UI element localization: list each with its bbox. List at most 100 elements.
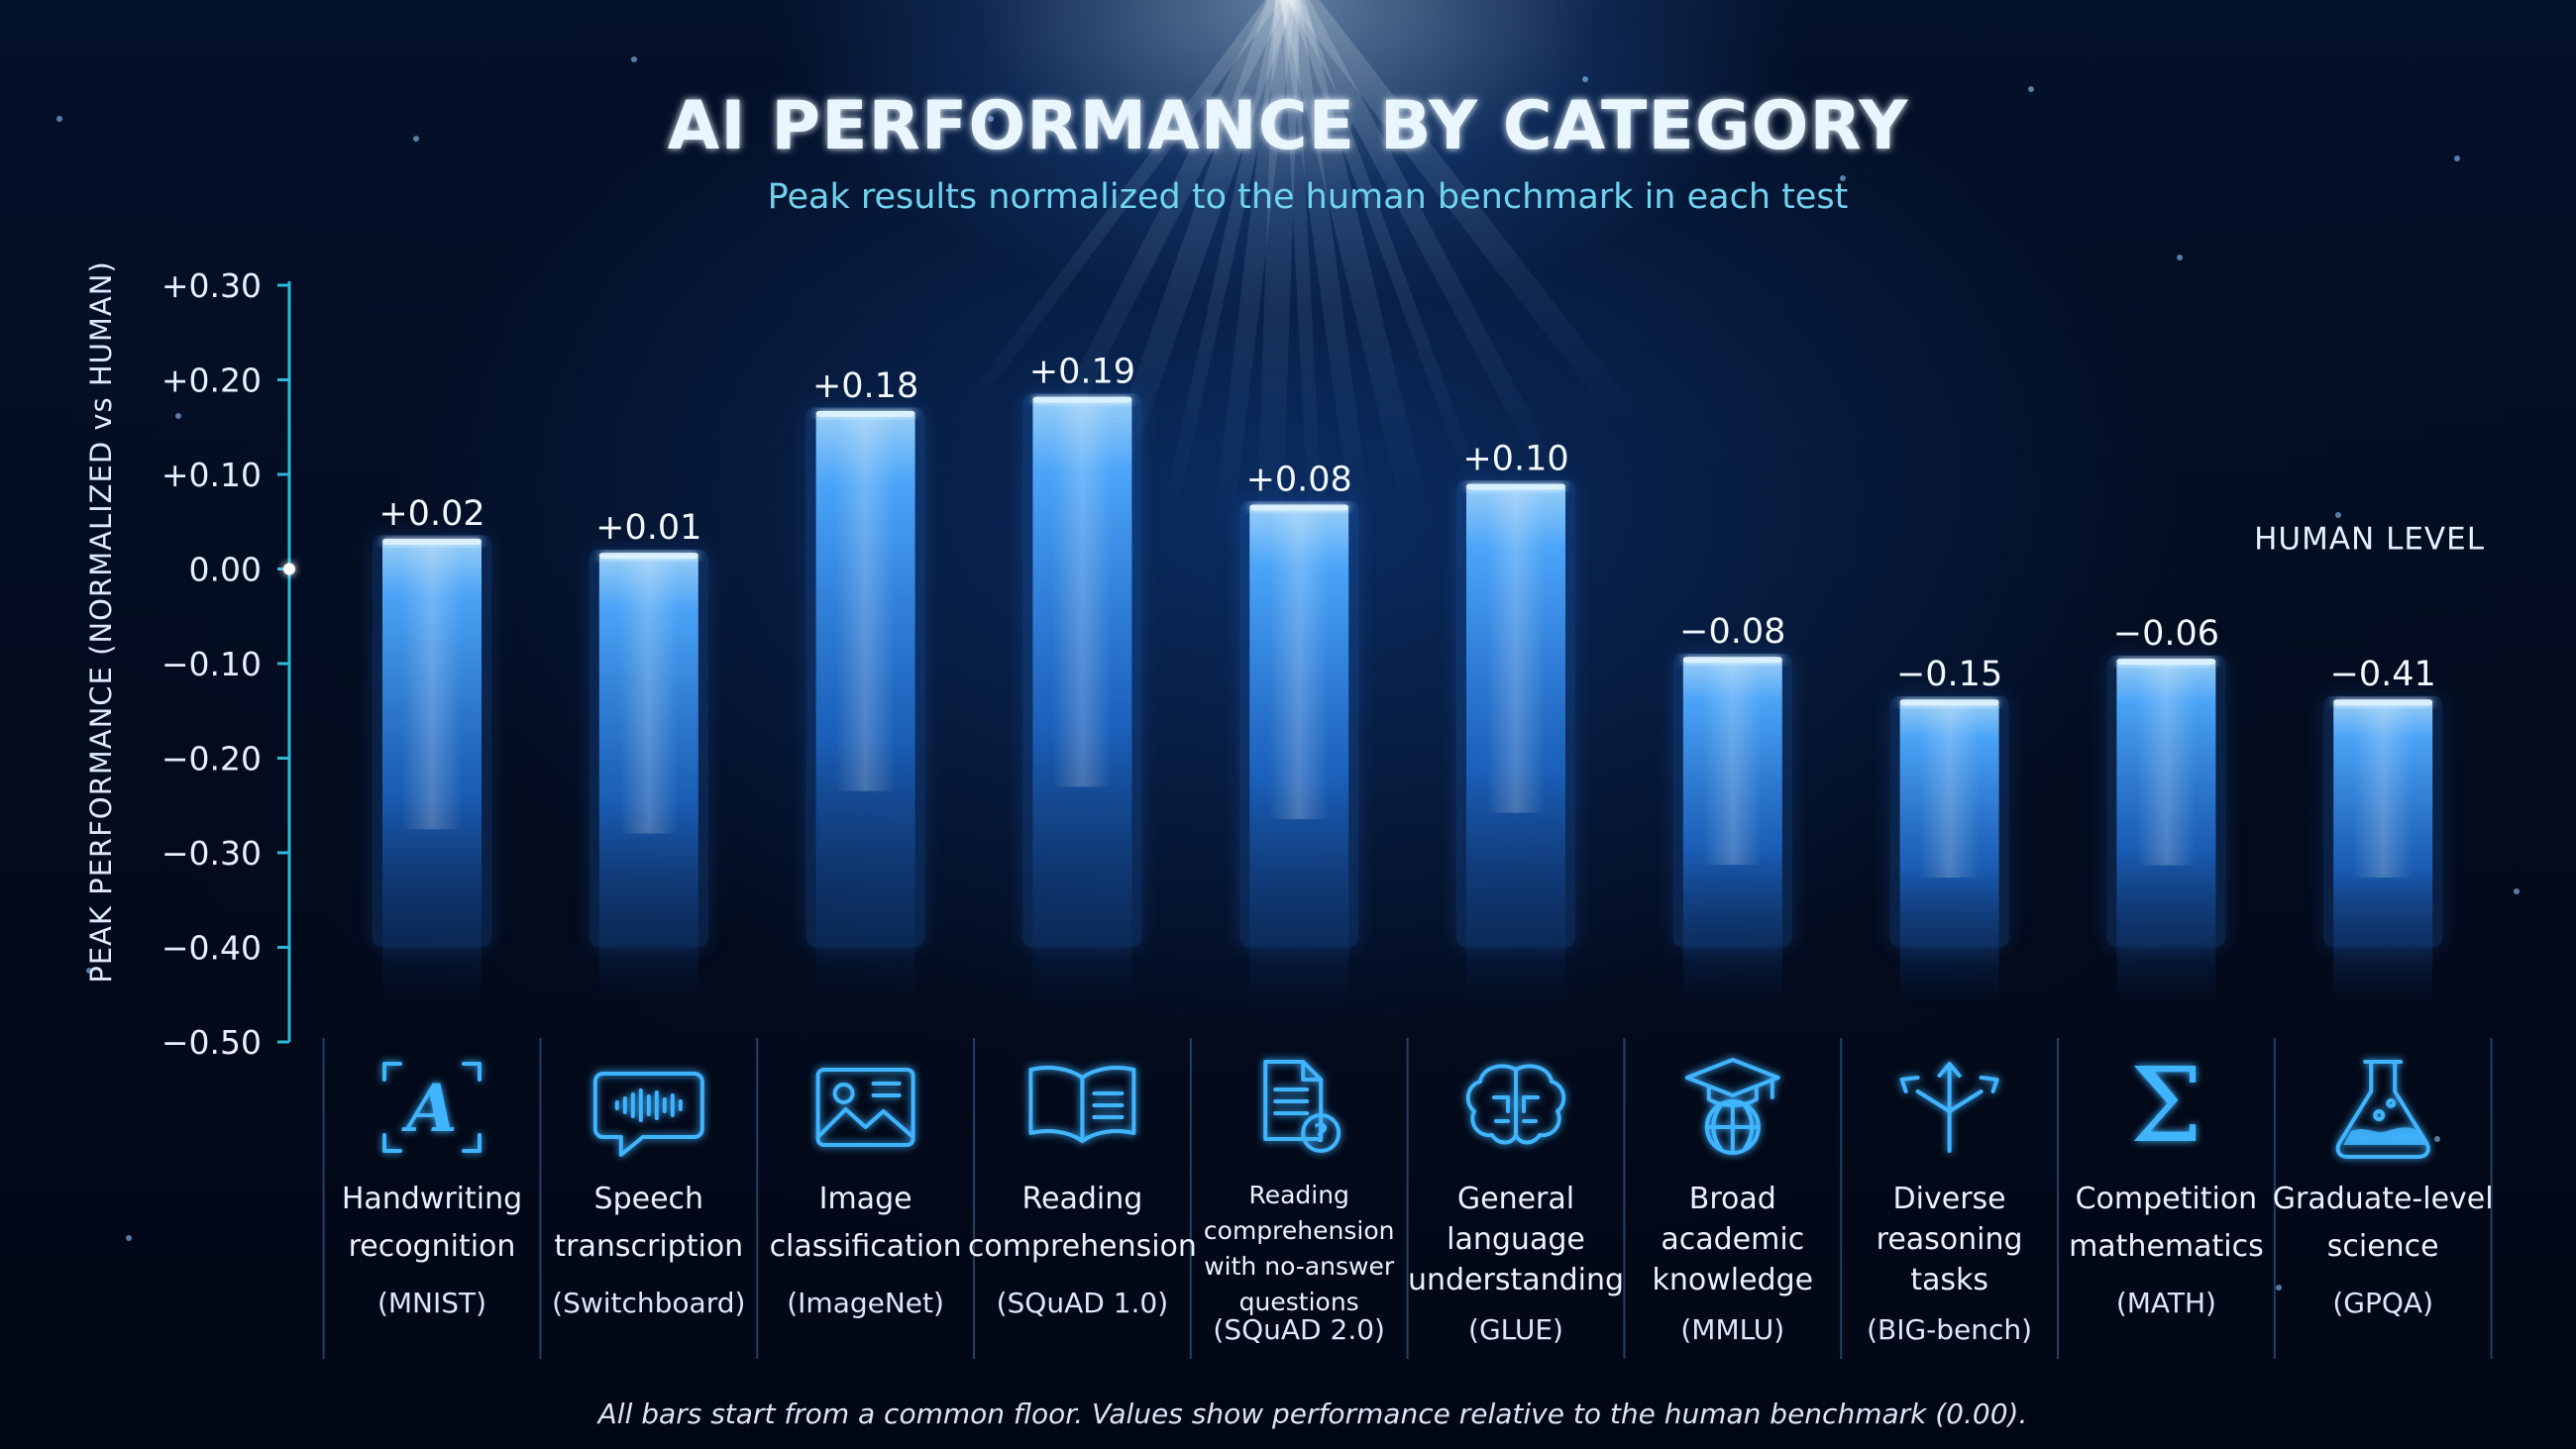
- category-label: recognition: [349, 1229, 516, 1264]
- light-ray: [1255, 0, 1301, 568]
- star-particle: [86, 968, 92, 974]
- bar-cap: [2333, 699, 2433, 706]
- bar-sheen: [1269, 510, 1330, 819]
- light-ray: [1287, 0, 1567, 495]
- bar-cap: [598, 553, 698, 560]
- y-axis: +0.30 +0.20 +0.10 0.00 −0.10 −0.20 −0.30 −0.40 −…: [161, 266, 291, 1062]
- category-panel: A Handwriting recognition (MNIST) Speech tran…: [322, 1038, 2494, 1359]
- category-label: classification: [770, 1229, 962, 1264]
- bar: [2106, 655, 2226, 1007]
- bar-sheen: [2353, 705, 2414, 879]
- star-particle: [2335, 512, 2341, 518]
- bar: [589, 549, 708, 1007]
- bar: [1022, 392, 1142, 1007]
- svg-text:A: A: [400, 1070, 457, 1147]
- light-ray: [1287, 0, 1494, 525]
- category-label: transcription: [554, 1229, 743, 1264]
- bar-sheen: [1702, 663, 1763, 866]
- category-label: science: [2327, 1229, 2439, 1264]
- category-label: Image: [819, 1182, 912, 1216]
- category-label: academic: [1661, 1222, 1804, 1257]
- bar-value-label: +0.02: [378, 494, 484, 534]
- star-particle: [988, 116, 994, 122]
- category-label: Broad: [1689, 1182, 1776, 1216]
- category-benchmark-label: (GLUE): [1468, 1313, 1563, 1346]
- category-label: Diverse: [1893, 1182, 2006, 1216]
- category-benchmark-label: (MMLU): [1680, 1313, 1784, 1346]
- bar: [1456, 479, 1575, 1007]
- bar-value-label: +0.08: [1246, 460, 1352, 499]
- bar-sheen: [618, 559, 679, 834]
- bar-value-label: +0.10: [1462, 439, 1568, 478]
- bar-cap: [2116, 659, 2216, 666]
- category-label: Speech: [594, 1182, 704, 1216]
- bar-cap: [1032, 396, 1132, 403]
- bar: [1672, 653, 1792, 1007]
- chart-subtitle: Peak results normalized to the human ben…: [768, 177, 1849, 217]
- bar-value-label: +0.01: [595, 508, 701, 548]
- svg-text:?: ?: [1314, 1119, 1329, 1149]
- handwriting-icon: A: [382, 1062, 482, 1153]
- bar-value-label: +0.19: [1029, 353, 1135, 392]
- y-axis-label: PEAK PERFORMANCE (NORMALIZED vs HUMAN): [84, 260, 118, 983]
- bar-value-label: −0.41: [2330, 655, 2436, 694]
- category-item: Reading comprehension (SQuAD 1.0): [968, 1066, 1197, 1319]
- category-item: Graduate-level science (GPQA): [2273, 1060, 2494, 1319]
- light-ray: [939, 0, 1282, 445]
- star-particle: [126, 1235, 132, 1241]
- category-label: General: [1457, 1182, 1574, 1216]
- category-item: Σ Competition mathematics (MATH): [2069, 1045, 2264, 1319]
- bar: [1889, 695, 2009, 1007]
- star-particle: [1582, 76, 1588, 82]
- category-label: Handwriting: [342, 1182, 522, 1216]
- bar: [1239, 500, 1359, 1007]
- bar-value-label: −0.06: [2113, 614, 2219, 654]
- y-tick-label: −0.30: [161, 834, 262, 873]
- bars-group: [373, 392, 2443, 1007]
- bar-value-label: +0.18: [812, 366, 918, 406]
- human-level-marker: [283, 563, 295, 575]
- category-benchmark-label: (ImageNet): [787, 1287, 944, 1319]
- category-label: reasoning: [1877, 1222, 2023, 1257]
- branching-arrows-icon: [1899, 1062, 1999, 1153]
- category-label: questions: [1239, 1288, 1359, 1316]
- bar: [373, 534, 491, 1007]
- bar-sheen: [1052, 402, 1113, 787]
- bar-sheen: [1919, 705, 1980, 879]
- category-item: Diverse reasoning tasks (BIG-bench): [1867, 1062, 2032, 1346]
- svg-text:Σ: Σ: [2130, 1045, 2203, 1166]
- light-ray: [1287, 0, 1651, 445]
- bar-cap: [1899, 699, 1999, 706]
- graduation-globe-icon: [1684, 1058, 1780, 1155]
- category-item: A Handwriting recognition (MNIST): [342, 1062, 522, 1319]
- document-question-icon: ?: [1263, 1060, 1342, 1153]
- category-benchmark-label: (BIG-bench): [1867, 1313, 2032, 1346]
- category-benchmark-label: (MATH): [2116, 1287, 2216, 1319]
- category-label: tasks: [1910, 1263, 1988, 1297]
- star-particle: [631, 56, 637, 62]
- y-tick-label: −0.50: [161, 1023, 262, 1062]
- category-item: Speech transcription (Switchboard): [552, 1072, 745, 1319]
- y-tick-label: −0.40: [161, 929, 262, 968]
- light-rays: [56, 0, 2520, 1291]
- sigma-icon: Σ: [2130, 1045, 2203, 1166]
- bar-value-label: −0.08: [1679, 612, 1785, 652]
- bar: [805, 406, 925, 1007]
- category-label: mathematics: [2069, 1229, 2264, 1264]
- category-item: General language understanding (GLUE): [1408, 1064, 1624, 1346]
- star-particle: [175, 413, 181, 419]
- star-particle: [2028, 86, 2034, 92]
- flask-icon: [2335, 1060, 2430, 1159]
- bar-cap: [1249, 504, 1349, 511]
- category-label: understanding: [1408, 1263, 1624, 1297]
- star-particle: [2276, 1285, 2282, 1291]
- star-particle: [2454, 155, 2460, 161]
- star-particle: [56, 116, 62, 122]
- category-label: comprehension: [968, 1229, 1197, 1264]
- bar-sheen: [2136, 665, 2197, 866]
- brain-icon: [1465, 1064, 1566, 1145]
- y-tick-label: 0.00: [189, 551, 262, 589]
- bar: [2323, 695, 2443, 1007]
